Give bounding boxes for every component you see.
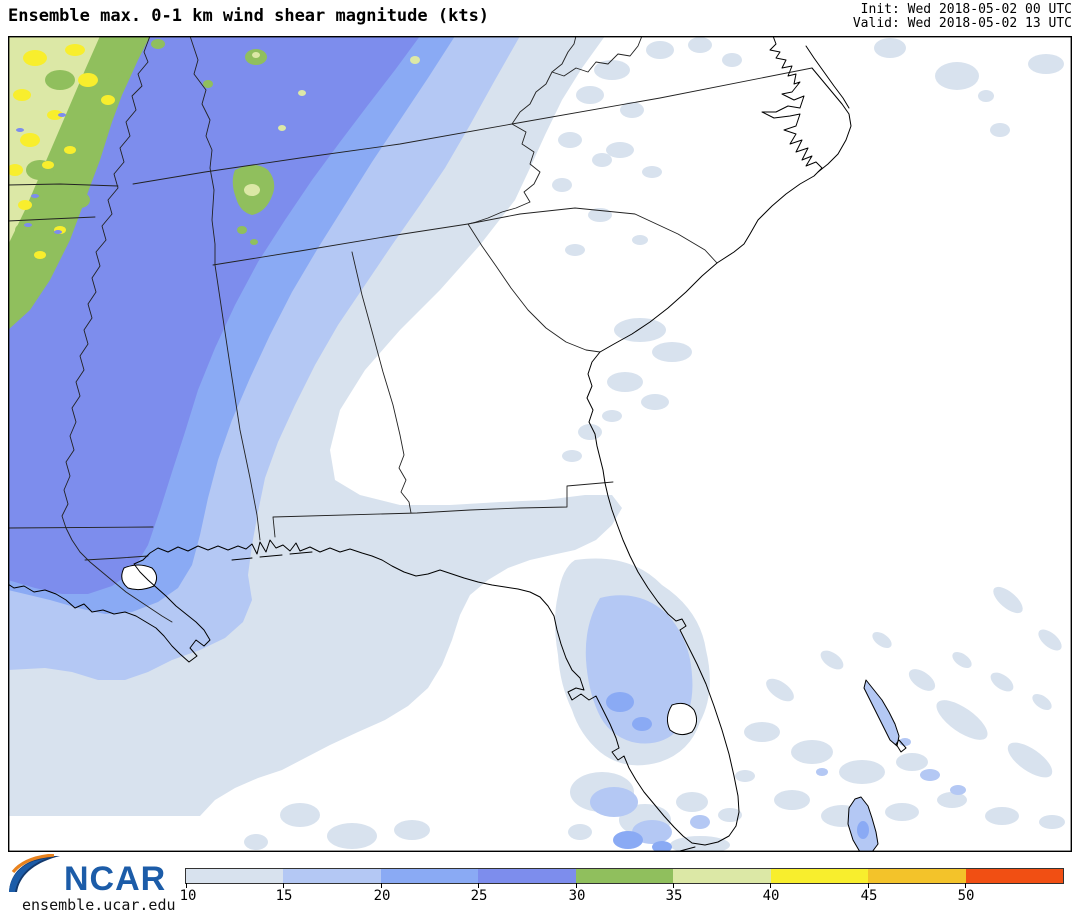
shear-color-scale: 10 15 20 25 30 35 40 45 50 — [180, 868, 1064, 909]
contour-level-25 — [8, 36, 420, 594]
border-tennessee-northcarolina — [467, 123, 541, 225]
brand-url: ensemble.ucar.edu — [22, 896, 176, 914]
scale-label: 30 — [568, 888, 586, 904]
init-time: Init: Wed 2018-05-02 00 UTC — [860, 2, 1072, 17]
scale-segment — [186, 869, 284, 883]
contour-detached-green-blobs — [151, 39, 420, 245]
scale-segment — [575, 869, 674, 883]
scale-segment — [380, 869, 479, 883]
border-georgia-southcarolina — [467, 223, 601, 353]
contour-level-30-ozarks — [8, 36, 150, 330]
scale-segment — [478, 869, 576, 883]
scale-segment — [965, 869, 1063, 883]
forecast-map — [8, 36, 1072, 852]
border-florida-north — [272, 481, 614, 538]
mississippi-river — [61, 36, 173, 623]
scale-tick — [283, 883, 284, 888]
border-northcarolina-southcarolina — [467, 207, 718, 264]
lakes — [121, 564, 698, 736]
run-timestamps: Init: Wed 2018-05-02 00 UTC Valid: Wed 2… — [853, 3, 1072, 31]
lake-pontchartrain — [121, 564, 158, 591]
border-virginia-kentucky — [511, 36, 577, 125]
ncar-wordmark: NCAR — [64, 860, 167, 898]
arkansas-river — [8, 216, 96, 222]
border-kentucky-tennessee-virginia-northcarolina — [132, 67, 813, 185]
border-alabama-georgia — [351, 251, 412, 514]
page-title: Ensemble max. 0-1 km wind shear magnitud… — [8, 6, 490, 26]
scale-label: 50 — [957, 888, 975, 904]
scale-segment — [868, 869, 966, 883]
scale-label: 40 — [762, 888, 780, 904]
coastline-atlantic-gulf — [8, 36, 823, 846]
scale-label: 20 — [373, 888, 391, 904]
scale-tick — [381, 883, 382, 888]
scale-tick — [770, 883, 771, 888]
scale-label: 35 — [665, 888, 683, 904]
mississippi-sound-barriers — [231, 551, 313, 561]
scale-tick — [478, 883, 479, 888]
tennessee-river — [189, 36, 216, 266]
scale-label: 45 — [860, 888, 878, 904]
scale-segment — [283, 869, 381, 883]
scale-label: 25 — [470, 888, 488, 904]
map-canvas — [8, 36, 1072, 852]
state-borders — [8, 36, 813, 623]
color-scale-bar — [185, 868, 1064, 884]
scale-tick — [965, 883, 966, 888]
scale-tick — [576, 883, 577, 888]
scale-label: 10 — [179, 888, 197, 904]
border-virginia-westvirginia — [551, 36, 643, 77]
delmarva-spit — [805, 45, 850, 109]
border-mississippi-alabama — [214, 264, 261, 541]
border-louisiana-mississippi — [84, 555, 149, 561]
border-tennessee-south-35n — [212, 223, 469, 266]
branding-block: NCAR ensemble.ucar.edu — [8, 852, 208, 914]
border-arkansas-louisiana — [8, 526, 154, 529]
scale-tick — [868, 883, 869, 888]
map-border — [8, 36, 1072, 852]
scale-segment — [770, 869, 869, 883]
lake-okeechobee — [666, 702, 698, 736]
scale-label: 15 — [275, 888, 293, 904]
border-missouri-arkansas — [8, 183, 119, 187]
scale-segment — [673, 869, 771, 883]
valid-time: Valid: Wed 2018-05-02 13 UTC — [852, 16, 1072, 31]
bahamas-islands — [847, 679, 907, 852]
ncar-logo-icon — [9, 854, 60, 892]
outer-banks — [811, 67, 852, 173]
scale-tick — [186, 883, 187, 888]
scale-tick — [673, 883, 674, 888]
